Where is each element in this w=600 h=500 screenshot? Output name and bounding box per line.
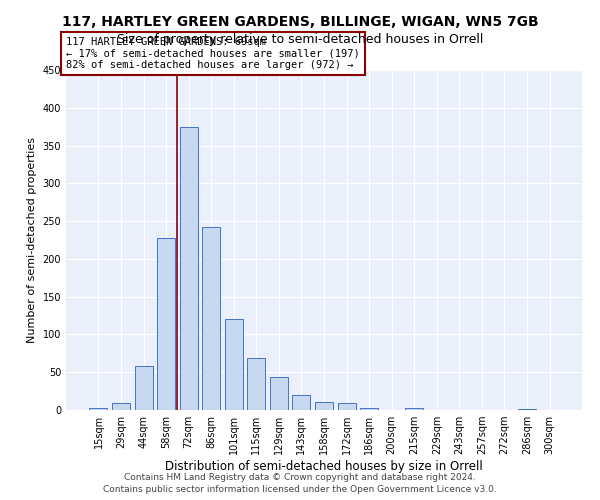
Y-axis label: Number of semi-detached properties: Number of semi-detached properties: [27, 137, 37, 343]
Bar: [315, 402, 333, 410]
Bar: [134, 366, 152, 410]
Bar: [405, 408, 423, 410]
Text: Size of property relative to semi-detached houses in Orrell: Size of property relative to semi-detach…: [117, 32, 483, 46]
Text: Contains HM Land Registry data © Crown copyright and database right 2024.: Contains HM Land Registry data © Crown c…: [124, 472, 476, 482]
Bar: [292, 395, 310, 410]
Bar: [112, 403, 130, 410]
Bar: [157, 238, 175, 410]
X-axis label: Distribution of semi-detached houses by size in Orrell: Distribution of semi-detached houses by …: [165, 460, 483, 473]
Bar: [360, 408, 378, 410]
Bar: [518, 409, 536, 410]
Text: 117 HARTLEY GREEN GARDENS: 69sqm
← 17% of semi-detached houses are smaller (197): 117 HARTLEY GREEN GARDENS: 69sqm ← 17% o…: [66, 37, 360, 70]
Bar: [270, 377, 288, 410]
Bar: [202, 227, 220, 410]
Text: Contains public sector information licensed under the Open Government Licence v3: Contains public sector information licen…: [103, 485, 497, 494]
Bar: [338, 403, 356, 410]
Bar: [225, 320, 243, 410]
Text: 117, HARTLEY GREEN GARDENS, BILLINGE, WIGAN, WN5 7GB: 117, HARTLEY GREEN GARDENS, BILLINGE, WI…: [62, 15, 538, 29]
Bar: [247, 358, 265, 410]
Bar: [179, 126, 198, 410]
Bar: [89, 408, 107, 410]
